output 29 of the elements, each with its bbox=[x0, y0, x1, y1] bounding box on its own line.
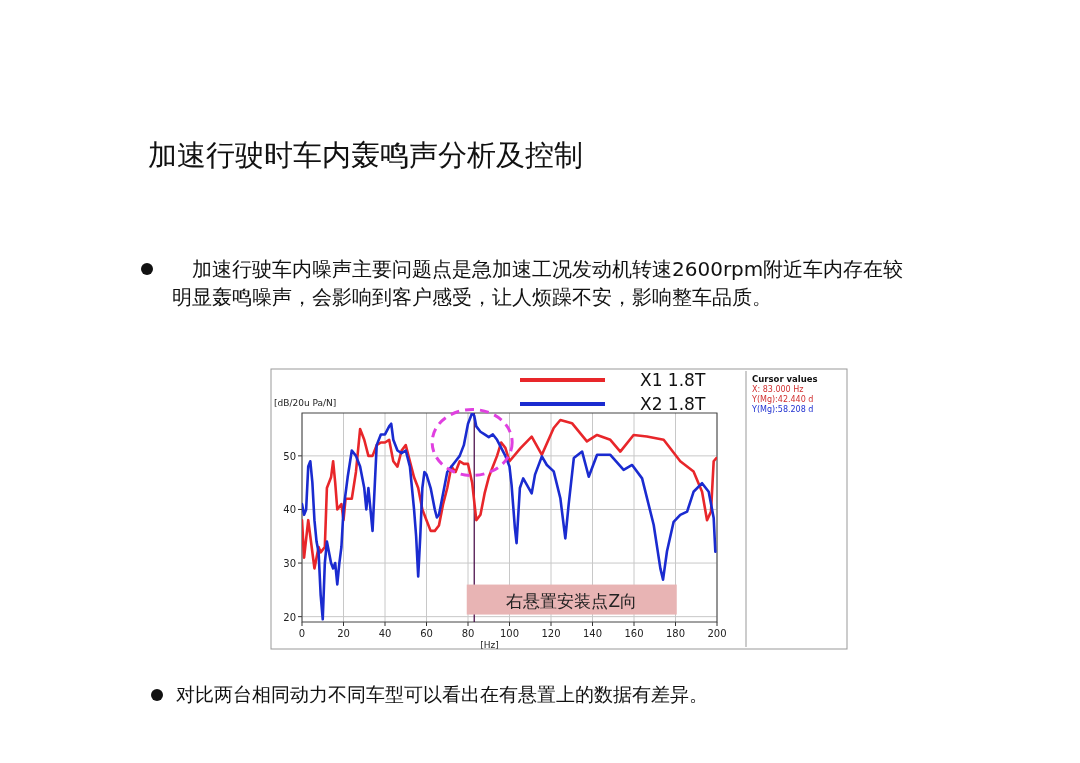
x-tick-label: 160 bbox=[624, 628, 644, 639]
text: Y(Mg):58.208 d bbox=[751, 405, 814, 414]
x-tick-label: 80 bbox=[461, 628, 475, 639]
line-series bbox=[302, 413, 717, 621]
legend-label: X1 1.8T bbox=[640, 370, 706, 390]
x-tick-label: 140 bbox=[582, 628, 603, 639]
annotation: 右悬置安装点Z向 bbox=[506, 590, 638, 611]
text: Cursor values bbox=[752, 374, 818, 384]
y-tick-label: 20 bbox=[283, 611, 296, 623]
text: X: 83.000 Hz bbox=[752, 385, 804, 394]
x-tick-label: 180 bbox=[665, 628, 686, 639]
y-axis-title: [dB/20u Pa/N] bbox=[274, 398, 337, 408]
text: Y(Mg):42.440 d bbox=[751, 395, 814, 404]
y-tick-label: 40 bbox=[283, 504, 296, 516]
x-tick-label: 60 bbox=[420, 628, 433, 639]
x-tick-label: 200 bbox=[707, 628, 727, 639]
chart-subtitle: 加速行驶车内噪声主要问题点是急加速工况发动机转速2600rpm附近车内存在较明显轰鸣噪声，会影响到客户感受，让人烦躁不安，影响整车品质。 bbox=[172, 256, 905, 311]
y-tick-label: 50 bbox=[283, 450, 296, 462]
legend-label: X2 1.8T bbox=[640, 394, 706, 414]
text: 对比两台相同动力不同车型可以看出在有悬置上的数据有差异。 bbox=[176, 682, 708, 707]
x-tick-label: 0 bbox=[298, 628, 306, 639]
line-series bbox=[302, 418, 717, 570]
x-axis-title: [Hz] bbox=[480, 640, 499, 650]
y-tick-label: 30 bbox=[283, 558, 296, 570]
x-tick-label: 40 bbox=[378, 628, 392, 639]
x-tick-label: 120 bbox=[541, 628, 561, 639]
chart-title: 加速行驶时车内轰鸣声分析及控制 bbox=[148, 137, 583, 174]
x-tick-label: 20 bbox=[337, 628, 350, 639]
x-tick-label: 100 bbox=[499, 628, 520, 639]
